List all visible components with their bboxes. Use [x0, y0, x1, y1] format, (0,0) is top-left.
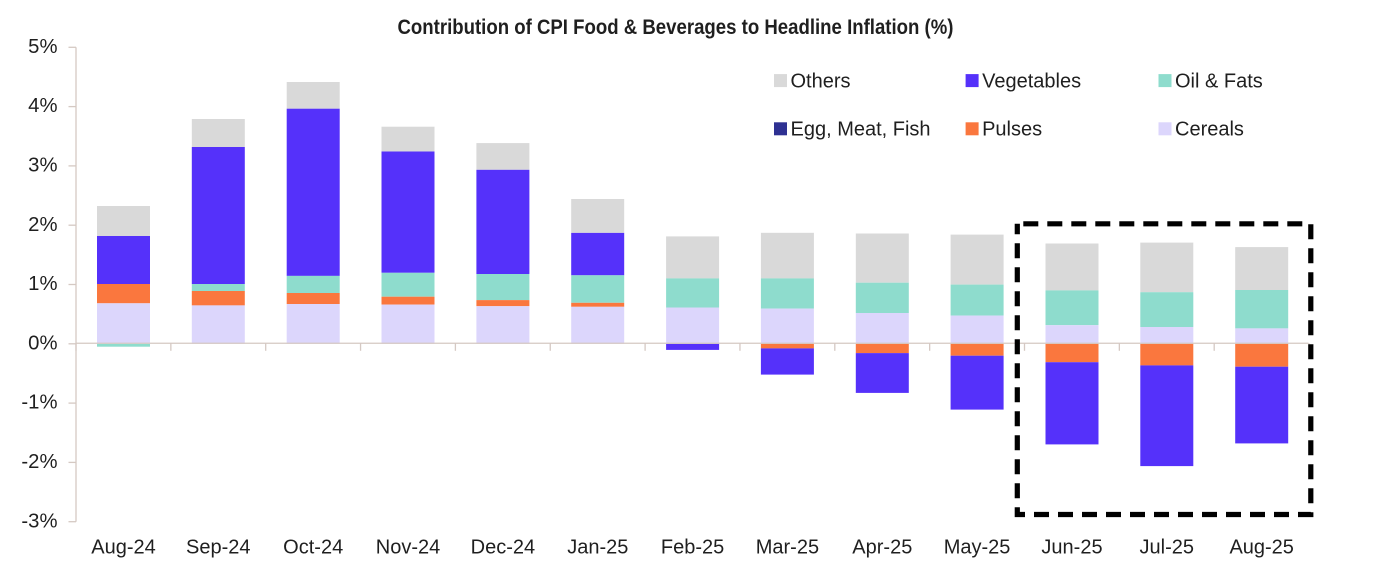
svg-text:Feb-25: Feb-25	[661, 536, 724, 558]
svg-text:Vegetables: Vegetables	[982, 70, 1081, 92]
svg-text:0%: 0%	[28, 332, 57, 354]
svg-text:Sep-24: Sep-24	[186, 536, 251, 558]
svg-text:Apr-25: Apr-25	[852, 536, 912, 558]
svg-text:2%: 2%	[28, 214, 57, 236]
svg-text:Dec-24: Dec-24	[471, 536, 535, 558]
svg-text:Oct-24: Oct-24	[283, 536, 343, 558]
svg-text:Cereals: Cereals	[1175, 119, 1244, 141]
svg-text:Pulses: Pulses	[982, 119, 1042, 141]
svg-text:Mar-25: Mar-25	[756, 536, 819, 558]
svg-text:Aug-25: Aug-25	[1229, 536, 1294, 558]
svg-text:Jun-25: Jun-25	[1041, 536, 1102, 558]
svg-text:1%: 1%	[28, 273, 57, 295]
svg-text:5%: 5%	[28, 36, 57, 58]
svg-text:3%: 3%	[28, 155, 57, 177]
svg-text:Aug-24: Aug-24	[91, 536, 156, 558]
svg-text:Contribution of CPI Food & Bev: Contribution of CPI Food & Beverages to …	[398, 16, 954, 39]
svg-text:-1%: -1%	[21, 392, 57, 414]
svg-text:Jan-25: Jan-25	[567, 536, 628, 558]
svg-text:Jul-25: Jul-25	[1140, 536, 1194, 558]
svg-text:Nov-24: Nov-24	[376, 536, 440, 558]
svg-text:-3%: -3%	[21, 510, 57, 532]
svg-text:4%: 4%	[28, 95, 57, 117]
svg-text:May-25: May-25	[944, 536, 1011, 558]
svg-text:Egg, Meat, Fish: Egg, Meat, Fish	[791, 119, 931, 141]
svg-text:-2%: -2%	[21, 451, 57, 473]
svg-text:Oil & Fats: Oil & Fats	[1175, 70, 1263, 92]
svg-text:Others: Others	[791, 70, 851, 92]
